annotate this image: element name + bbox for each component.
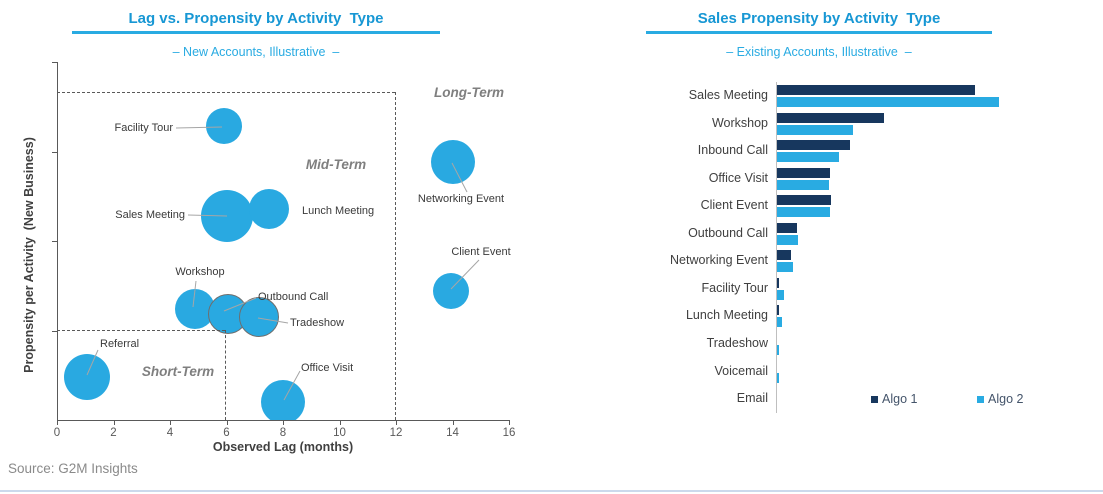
category-label-inbound-call: Inbound Call: [697, 143, 768, 158]
category-label-lunch-meeting: Lunch Meeting: [685, 308, 768, 323]
bar-algo-2-lunch-meeting: [777, 317, 783, 327]
left-x-tick-4: [170, 420, 171, 425]
left-x-tick-label-2: 2: [110, 427, 117, 439]
left-x-tick-2: [113, 420, 115, 425]
source-note: Source: G2M Insights: [8, 461, 138, 476]
category-label-voicemail: Voicemail: [714, 363, 769, 378]
left-x-tick-12: [396, 420, 397, 425]
zone-divider-4: [225, 330, 226, 420]
zone-label-long-term: Long-Term: [434, 85, 504, 100]
legend-swatch-algo-1: [871, 396, 878, 403]
bubble-lunch-meeting: [248, 188, 289, 229]
left-plot-area: [57, 62, 509, 420]
bubble-label-office-visit: Office Visit: [301, 362, 354, 374]
bubble-networking-event: [430, 140, 475, 185]
bubble-label-networking-event: Networking Event: [417, 193, 505, 205]
bubble-facility-tour: [205, 108, 242, 145]
left-y-tick-0: [52, 62, 57, 63]
bubble-label-outbound-call: Outbound Call: [258, 291, 329, 303]
zone-divider-2: [395, 92, 396, 420]
category-label-facility-tour: Facility Tour: [701, 280, 768, 295]
bar-algo-2-sales-meeting: [777, 97, 999, 107]
bubble-label-lunch-meeting: Lunch Meeting: [302, 205, 375, 217]
left-x-tick-label-6: 6: [223, 427, 230, 439]
left-y-tick-3: [52, 331, 57, 332]
bar-algo-1-outbound-call: [777, 223, 797, 233]
left-x-tick-label-8: 8: [279, 427, 287, 439]
category-label-tradeshow: Tradeshow: [706, 335, 768, 350]
left-y-axis-line: [57, 62, 58, 421]
bubble-label-workshop: Workshop: [175, 266, 225, 278]
bar-algo-1-networking-event: [777, 250, 792, 260]
category-label-email: Email: [736, 391, 768, 406]
left-x-tick-label-4: 4: [166, 427, 174, 439]
right-y-axis-line: [776, 82, 777, 413]
left-x-tick-16: [509, 420, 510, 425]
bottom-rule: [0, 490, 1103, 492]
bar-algo-1-office-visit: [777, 168, 831, 178]
bar-algo-2-networking-event: [777, 262, 793, 272]
bubble-label-referral: Referral: [100, 338, 140, 350]
bar-algo-1-client-event: [777, 195, 832, 205]
right-title-underline: [646, 31, 992, 34]
zone-divider-3: [57, 330, 225, 331]
left-x-tick-label-0: 0: [53, 427, 61, 439]
bar-algo-2-outbound-call: [777, 235, 799, 245]
zone-label-short-term: Short-Term: [141, 364, 215, 379]
category-label-networking-event: Networking Event: [670, 253, 768, 268]
bar-algo-2-tradeshow: [777, 345, 779, 355]
zone-label-mid-term: Mid-Term: [305, 157, 367, 172]
legend-label-algo-1: Algo 1: [882, 392, 918, 406]
left-chart-title: Lag vs. Propensity by Activity Type: [128, 10, 384, 27]
category-label-sales-meeting: Sales Meeting: [688, 88, 768, 102]
bubble-label-client-event: Client Event: [451, 246, 511, 258]
left-x-tick-label-14: 14: [446, 427, 459, 439]
left-y-tick-1: [52, 152, 57, 153]
legend-label-algo-2: Algo 2: [988, 392, 1024, 406]
bar-algo-2-client-event: [777, 207, 831, 217]
left-x-tick-label-10: 10: [333, 427, 346, 439]
left-x-axis-title: Observed Lag (months): [212, 440, 354, 454]
left-x-tick-0: [57, 420, 58, 425]
right-chart-title: Sales Propensity by Activity Type: [697, 10, 941, 27]
bar-algo-1-inbound-call: [777, 140, 851, 150]
left-x-tick-label-12: 12: [389, 427, 403, 439]
category-label-workshop: Workshop: [711, 115, 768, 130]
bubble-tradeshow: [238, 297, 279, 338]
category-label-outbound-call: Outbound Call: [688, 225, 768, 240]
right-chart-subtitle: – Existing Accounts, Illustrative –: [726, 45, 912, 59]
bubble-label-facility-tour: Facility Tour: [114, 122, 173, 134]
bar-algo-1-workshop: [777, 113, 884, 123]
left-title-underline: [72, 31, 440, 34]
bar-algo-1-facility-tour: [777, 278, 779, 288]
bar-algo-1-lunch-meeting: [777, 305, 779, 315]
left-x-tick-8: [283, 420, 284, 425]
bubble-label-tradeshow: Tradeshow: [290, 317, 345, 329]
bar-algo-2-office-visit: [777, 180, 830, 190]
bar-algo-1-sales-meeting: [777, 85, 975, 95]
bar-algo-2-inbound-call: [777, 152, 840, 162]
left-x-tick-14: [452, 420, 454, 425]
left-x-tick-10: [339, 420, 341, 425]
bubble-office-visit: [261, 380, 305, 420]
bubble-client-event: [433, 273, 470, 310]
left-y-tick-2: [52, 241, 57, 242]
bubble-sales-meeting: [200, 189, 253, 242]
legend-swatch-algo-2: [977, 396, 984, 403]
left-x-tick-label-16: 16: [502, 427, 516, 439]
bar-algo-2-workshop: [777, 125, 853, 135]
left-chart-subtitle: – New Accounts, Illustrative –: [172, 45, 340, 59]
bar-algo-2-facility-tour: [777, 290, 784, 300]
bubble-label-sales-meeting: Sales Meeting: [115, 209, 185, 221]
bar-algo-2-voicemail: [777, 373, 779, 383]
category-label-client-event: Client Event: [700, 198, 768, 213]
left-x-tick-6: [226, 420, 228, 425]
zone-divider-1: [57, 92, 395, 93]
category-label-office-visit: Office Visit: [708, 170, 768, 185]
